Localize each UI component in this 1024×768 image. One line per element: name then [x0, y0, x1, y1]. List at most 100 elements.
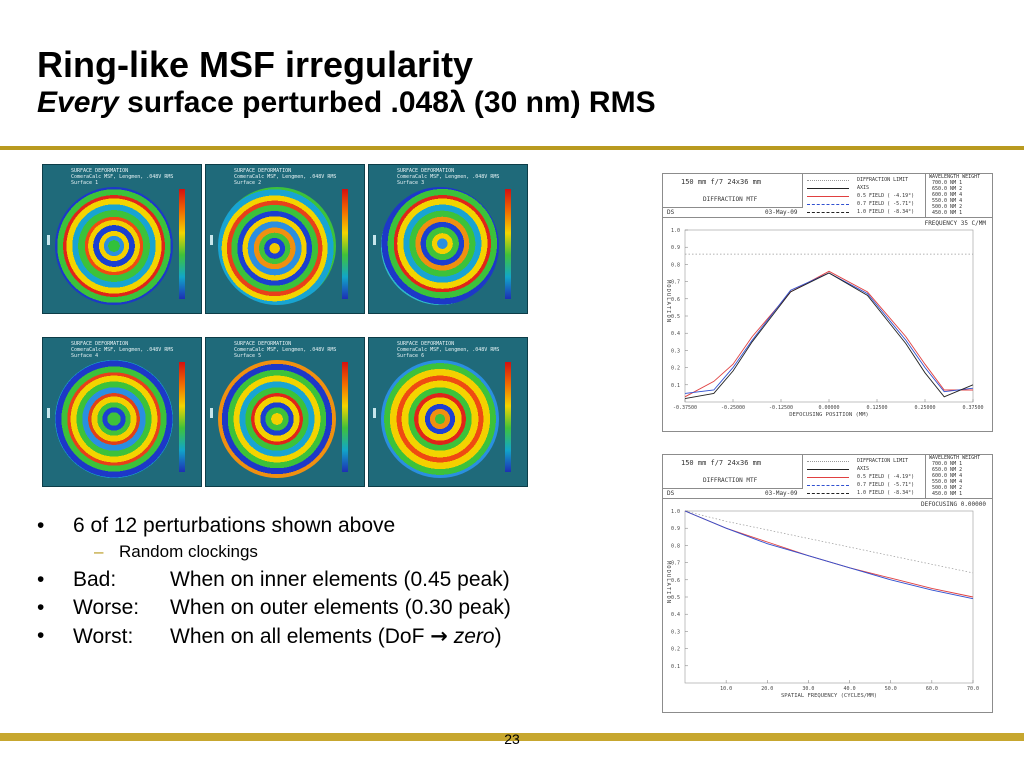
y-tick-label: 1.0 [671, 228, 680, 234]
map-header-line: Surface 1 [71, 180, 99, 186]
deformation-disc [381, 187, 499, 305]
y-axis-label: MODULATION [665, 280, 671, 323]
x-tick-label: -0.37500 [673, 405, 697, 411]
deformation-map: SURFACE DEFORMATION ComeraCalc MSF, Lengm… [205, 337, 365, 487]
map-header-line: Surface 6 [397, 353, 425, 359]
deformation-map: SURFACE DEFORMATION ComeraCalc MSF, Lengm… [42, 337, 202, 487]
deformation-disc [381, 360, 499, 478]
map-axis-label [210, 235, 213, 245]
plot-frame [684, 510, 974, 684]
x-tick-label: 40.0 [844, 686, 856, 692]
legend-swatch [807, 469, 849, 470]
map-header-line: SURFACE DEFORMATION [234, 168, 292, 174]
map-axis-label [373, 235, 376, 245]
map-header-line: Surface 2 [234, 180, 262, 186]
map-header: SURFACE DEFORMATION ComeraCalc MSF, Lengm… [397, 341, 499, 359]
title-divider [0, 146, 1024, 150]
legend-entry: DIFFRACTION LIMIT [805, 176, 923, 184]
wavelength-row: 500.0 NM 2 [932, 485, 963, 491]
legend-entry: 1.0 FIELD ( -8.34°) [805, 489, 923, 497]
lens-label: 150 mm f/7 24x36 mm [681, 459, 762, 467]
x-tick-label: 50.0 [885, 686, 897, 692]
legend-entry: 1.0 FIELD ( -8.34°) [805, 208, 923, 216]
map-header-line: Surface 5 [234, 353, 262, 359]
title-line-2-text: surface perturbed .048λ (30 nm) RMS [118, 85, 656, 119]
legend-entry: 0.7 FIELD ( -5.71°) [805, 200, 923, 208]
map-header: SURFACE DEFORMATION ComeraCalc MSF, Lengm… [234, 168, 336, 186]
footer-bar [0, 733, 1024, 741]
bullet-item: • Worst: When on all elements (DoF → zero) [37, 624, 502, 648]
y-tick-label: 0.5 [671, 314, 680, 320]
map-axis-label [210, 408, 213, 418]
mtf-chart: 0.1 0.2 0.3 0.4 0.5 0.6 0.7 0.8 0.9 1.0 10.0 20.0 30… [665, 509, 979, 699]
x-tick-label: -0.12500 [769, 405, 793, 411]
x-tick-label: 60.0 [926, 686, 938, 692]
y-tick-label: 0.4 [671, 331, 680, 337]
deformation-map: SURFACE DEFORMATION ComeraCalc MSF, Lengm… [205, 164, 365, 314]
wavelength-row: 550.0 NM 4 [932, 198, 963, 204]
y-tick-label: 0.8 [671, 543, 680, 549]
wavelength-row: 650.0 NM 2 [932, 186, 963, 192]
x-tick-label: 70.0 [967, 686, 979, 692]
map-axis-label [373, 408, 376, 418]
plot-date: 03-May-09 [765, 209, 798, 216]
bullet-item: • Worse: When on outer elements (0.30 peak… [37, 596, 511, 619]
legend-swatch [807, 188, 849, 189]
wavelength-row: 600.0 NM 4 [932, 473, 963, 479]
wavelength-table: WAVELENGTH WEIGHT 700.0 NM 1 650.0 NM 2 600… [925, 174, 995, 218]
bullet-list: • 6 of 12 perturbations shown above – Rand… [37, 512, 511, 651]
x-tick-label: 0.25000 [914, 405, 935, 411]
deformation-disc [55, 360, 173, 478]
wavelength-row: 500.0 NM 2 [932, 204, 963, 210]
map-header-line: Surface 4 [71, 353, 99, 359]
plot-legend: DIFFRACTION LIMIT AXIS 0.5 FIELD ( -4.19°)… [805, 457, 923, 497]
mtf-series-line [684, 272, 974, 400]
plot-date: 03-May-09 [765, 490, 798, 497]
map-header-line: ComeraCalc MSF, Lengmen, .048V RMS [234, 347, 337, 353]
lens-label: 150 mm f/7 24x36 mm [681, 178, 762, 186]
y-tick-label: 0.2 [671, 366, 680, 372]
plot-lens-cell: 150 mm f/7 24x36 mm DIFFRACTION MTF [663, 455, 803, 489]
page-number: 23 [504, 731, 520, 747]
wavelength-row: 650.0 NM 2 [932, 467, 963, 473]
y-tick-label: 1.0 [671, 509, 680, 515]
y-tick-label: 0.5 [671, 595, 680, 601]
mtf-series-line [684, 510, 974, 574]
legend-entry: AXIS [805, 184, 923, 192]
map-header-line: SURFACE DEFORMATION [234, 341, 292, 347]
slide-title: Ring-like MSF irregularity Every surface… [37, 44, 656, 121]
deformation-disc [218, 187, 336, 305]
mtf-series-line [684, 270, 973, 398]
plot-header: 150 mm f/7 24x36 mm DIFFRACTION MTF DS 03-M… [663, 455, 992, 499]
wavelength-header: WAVELENGTH WEIGHT [929, 174, 981, 180]
wavelength-row: 600.0 NM 4 [932, 192, 963, 198]
mtf-chart: 0.1 0.2 0.3 0.4 0.5 0.6 0.7 0.8 0.9 1.0 -0.37500 -0… [665, 228, 984, 418]
x-tick-label: 30.0 [802, 686, 814, 692]
map-header-line: ComeraCalc MSF, Lengmen, .048V RMS [397, 347, 500, 353]
title-emphasis: Every [37, 85, 119, 119]
title-line-1: Ring-like MSF irregularity [37, 44, 474, 85]
map-header-line: SURFACE DEFORMATION [397, 341, 455, 347]
wavelength-row: 550.0 NM 4 [932, 479, 963, 485]
map-header-line: ComeraCalc MSF, Lengmen, .048V RMS [71, 347, 174, 353]
legend-swatch [807, 477, 849, 478]
x-tick-label: 10.0 [720, 686, 732, 692]
x-tick-label: -0.25000 [721, 405, 745, 411]
y-tick-label: 0.8 [671, 262, 680, 268]
legend-swatch [807, 212, 849, 213]
map-header: SURFACE DEFORMATION ComeraCalc MSF, Lengm… [71, 341, 173, 359]
mtf-series-line [684, 510, 974, 598]
plot-ds-label: DS [667, 490, 675, 497]
map-header-line: ComeraCalc MSF, Lengmen, .048V RMS [397, 174, 500, 180]
x-tick-label: 0.37500 [962, 405, 983, 411]
legend-swatch [807, 461, 849, 462]
legend-swatch [807, 196, 849, 197]
map-header: SURFACE DEFORMATION ComeraCalc MSF, Lengm… [234, 341, 336, 359]
color-scale-bar [505, 189, 511, 299]
y-tick-label: 0.6 [671, 578, 680, 584]
color-scale-bar [342, 189, 348, 299]
wavelength-row: 700.0 NM 1 [932, 180, 963, 186]
legend-swatch [807, 204, 849, 205]
y-tick-label: 0.3 [671, 629, 680, 635]
wavelength-row: 450.0 NM 1 [932, 210, 963, 216]
